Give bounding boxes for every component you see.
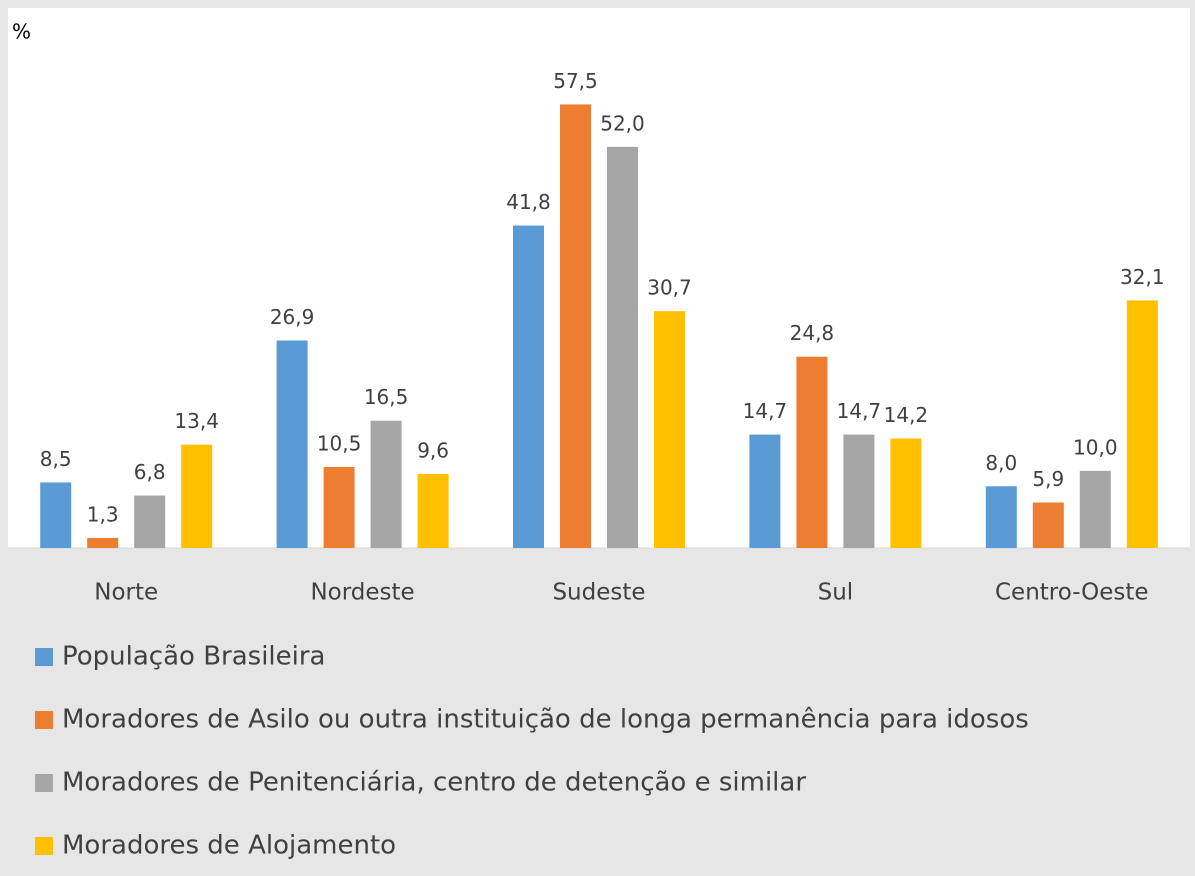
data-label: 24,8 (790, 321, 835, 345)
data-label: 8,5 (40, 447, 72, 471)
data-label: 6,8 (134, 460, 166, 484)
bar (654, 311, 685, 548)
legend-label: Moradores de Alojamento (62, 831, 396, 861)
bar (87, 537, 119, 548)
data-label: 10,0 (1073, 435, 1118, 459)
data-label: 9,6 (417, 438, 449, 462)
bar (560, 104, 591, 548)
bar (181, 444, 213, 548)
data-label: 5,9 (1032, 467, 1064, 491)
bar (276, 340, 308, 548)
x-tick-label: Norte (94, 580, 158, 606)
data-label: 14,7 (743, 399, 788, 423)
legend-swatch (35, 774, 53, 792)
data-label: 10,5 (317, 432, 362, 456)
bar (843, 434, 875, 548)
bar (40, 482, 72, 548)
bar (985, 486, 1017, 548)
legend-label: Moradores de Asilo ou outra instituição … (62, 705, 1029, 735)
bar (1126, 300, 1158, 548)
data-label: 13,4 (174, 409, 219, 433)
bar (417, 473, 449, 548)
legend-swatch (35, 711, 53, 729)
bar (890, 438, 922, 548)
legend-label: Moradores de Penitenciária, centro de de… (62, 768, 806, 798)
data-label: 52,0 (600, 111, 645, 135)
legend-label: População Brasileira (62, 642, 326, 672)
data-label: 57,5 (553, 69, 598, 93)
x-tick-label: Sul (818, 580, 854, 606)
bar (796, 356, 828, 548)
data-label: 1,3 (87, 502, 119, 526)
data-label: 26,9 (270, 305, 315, 329)
data-label: 41,8 (506, 190, 551, 214)
data-label: 8,0 (985, 451, 1017, 475)
bar (1032, 502, 1064, 548)
data-label: 14,7 (837, 399, 882, 423)
x-tick-label: Sudeste (552, 580, 645, 606)
y-axis-label: % (12, 20, 31, 44)
data-label: 14,2 (884, 403, 929, 427)
bar (323, 467, 355, 548)
x-tick-label: Nordeste (310, 580, 414, 606)
legend-swatch (35, 837, 53, 855)
data-label: 16,5 (364, 385, 409, 409)
bar (607, 146, 638, 548)
bar (1079, 470, 1111, 548)
legend-swatch (35, 648, 53, 666)
bar (513, 225, 544, 549)
data-label: 30,7 (647, 276, 692, 300)
bar (134, 495, 166, 548)
bar (749, 434, 781, 548)
x-tick-label: Centro-Oeste (995, 580, 1149, 606)
bar (370, 420, 402, 548)
data-label: 32,1 (1120, 265, 1165, 289)
